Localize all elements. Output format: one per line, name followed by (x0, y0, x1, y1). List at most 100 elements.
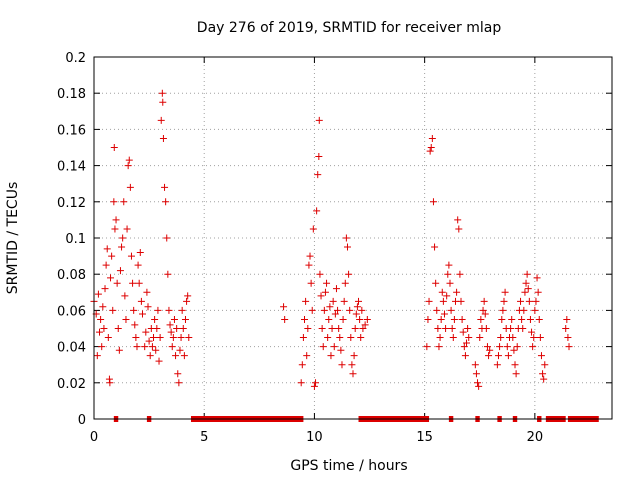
y-tick-label: 0.2 (65, 51, 86, 66)
data-point (106, 379, 114, 387)
data-point (341, 279, 349, 287)
data-point (486, 346, 494, 354)
data-point (533, 274, 541, 282)
data-point (339, 315, 347, 323)
data-point (323, 279, 331, 287)
x-tick-label: 0 (90, 430, 98, 445)
data-point (164, 270, 172, 278)
data-point (520, 306, 528, 314)
data-point (144, 303, 152, 311)
data-point (471, 361, 479, 369)
data-point (498, 315, 506, 323)
data-point (437, 315, 445, 323)
data-point (130, 306, 138, 314)
data-point (309, 225, 317, 233)
data-point (525, 297, 533, 305)
data-point (142, 328, 150, 336)
data-point (540, 375, 548, 383)
data-point (161, 183, 169, 191)
data-point (303, 352, 311, 360)
data-point (325, 315, 333, 323)
data-point (308, 306, 316, 314)
data-point (431, 243, 439, 251)
data-point (428, 134, 436, 142)
data-point (465, 334, 473, 342)
data-point (122, 315, 130, 323)
data-point (104, 334, 112, 342)
data-point (535, 315, 543, 323)
data-point (338, 361, 346, 369)
data-point (143, 288, 151, 296)
data-point (307, 279, 315, 287)
data-point (509, 334, 517, 342)
data-point (321, 288, 329, 296)
data-point (536, 334, 544, 342)
data-point (100, 325, 108, 332)
data-point (530, 334, 538, 342)
data-point (446, 279, 454, 287)
data-point (350, 352, 358, 360)
data-point (481, 310, 489, 318)
data-point (454, 216, 462, 224)
data-point (153, 325, 161, 332)
data-point (177, 334, 185, 342)
data-point (280, 303, 288, 311)
y-tick-label: 0.02 (57, 377, 86, 392)
data-point (563, 315, 571, 323)
data-point (120, 198, 128, 206)
data-point (162, 198, 170, 206)
data-point (450, 315, 458, 323)
data-point (500, 297, 508, 305)
data-point (347, 334, 355, 342)
data-point (119, 234, 127, 242)
data-point (340, 297, 348, 305)
data-point (114, 325, 122, 332)
x-tick-label: 20 (527, 430, 544, 445)
data-point (124, 162, 132, 170)
data-point (480, 297, 488, 305)
data-point (159, 134, 167, 142)
data-point (440, 310, 448, 318)
x-tick-label: 15 (416, 430, 433, 445)
data-point (565, 343, 573, 351)
data-point (332, 285, 340, 293)
data-point (184, 292, 192, 300)
y-tick-label: 0.12 (57, 196, 86, 211)
data-point (449, 334, 457, 342)
data-point (434, 325, 442, 332)
data-point (429, 198, 437, 206)
data-point (163, 234, 171, 242)
data-point (118, 243, 126, 251)
data-point (343, 243, 351, 251)
data-point (158, 89, 166, 97)
data-point (483, 343, 491, 351)
data-point (173, 325, 181, 332)
data-point (299, 334, 307, 342)
data-point (448, 325, 456, 332)
data-point (150, 334, 158, 342)
data-point (317, 292, 325, 300)
data-point (336, 334, 344, 342)
data-point (443, 292, 451, 300)
data-point (482, 325, 490, 332)
data-point (349, 370, 357, 378)
gridlines (94, 57, 612, 419)
data-point (316, 270, 324, 278)
data-point (504, 352, 512, 360)
data-point (537, 352, 545, 360)
data-point (179, 325, 187, 332)
data-point (315, 116, 323, 124)
data-point (185, 334, 193, 342)
data-point (425, 297, 433, 305)
data-point (167, 328, 175, 336)
data-point (485, 352, 493, 360)
data-point (123, 225, 131, 233)
data-point (116, 267, 124, 275)
data-point (302, 297, 310, 305)
data-point (133, 343, 141, 351)
data-point (493, 361, 501, 369)
data-point (442, 325, 450, 332)
data-point (328, 325, 336, 332)
data-point (524, 285, 532, 293)
